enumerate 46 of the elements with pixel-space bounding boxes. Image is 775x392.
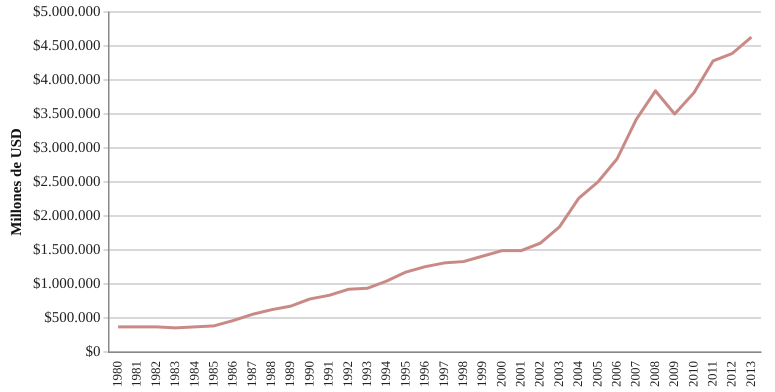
y-tick-label: $3.500.000 <box>33 106 100 122</box>
x-tick-label: 1994 <box>378 360 394 387</box>
x-tick-label: 2010 <box>685 361 700 387</box>
y-tick-label: $4.000.000 <box>33 72 100 88</box>
x-tick-label: 1996 <box>416 360 432 387</box>
x-tick-label: 1995 <box>397 361 412 387</box>
y-axis-title: Millones de USD <box>8 128 25 236</box>
x-tick-label: 2003 <box>550 361 566 387</box>
x-tick-label: 2012 <box>724 361 739 387</box>
x-tick-label: 1998 <box>454 361 470 387</box>
x-tick-label: 1990 <box>301 361 316 387</box>
x-tick-label: 2007 <box>628 360 643 387</box>
x-tick-label: 1992 <box>340 361 355 387</box>
x-tick-label: 2008 <box>646 361 662 387</box>
x-tick-label: 1984 <box>186 360 202 387</box>
y-tick-label: $4.500.000 <box>33 38 100 54</box>
x-tick-label: 2009 <box>666 361 682 387</box>
x-tick-label: 2005 <box>589 361 604 387</box>
x-tick-label: 1987 <box>244 360 259 387</box>
y-tick-label: $1.000.000 <box>33 276 100 292</box>
x-tick-label: 1983 <box>167 361 182 387</box>
x-tick-label: 1989 <box>282 361 298 387</box>
x-tick-label: 1986 <box>224 360 240 387</box>
y-tick-label: $2.500.000 <box>33 174 100 190</box>
y-tick-label: $500.000 <box>44 310 100 326</box>
y-tick-label: $5.000.000 <box>33 4 100 20</box>
x-tick-label: 1993 <box>359 361 374 387</box>
y-tick-label: $0 <box>86 344 100 360</box>
x-tick-label: 1999 <box>474 361 490 387</box>
x-tick-label: 1985 <box>205 361 220 387</box>
x-tick-label: 2002 <box>532 361 547 387</box>
y-tick-label: $3.000.000 <box>33 140 100 156</box>
x-tick-label: 2001 <box>512 361 528 387</box>
y-tick-label: $2.000.000 <box>33 208 100 224</box>
x-tick-label: 1982 <box>148 361 163 387</box>
x-tick-label: 1997 <box>436 360 451 387</box>
x-tick-label: 1980 <box>110 361 125 387</box>
x-tick-label: 2011 <box>704 361 720 387</box>
x-tick-label: 1988 <box>263 361 278 387</box>
x-tick-label: 1981 <box>128 361 144 387</box>
y-tick-label: $1.500.000 <box>33 242 100 258</box>
x-tick-label: 1991 <box>320 361 336 387</box>
x-tick-label: 2000 <box>493 361 508 387</box>
x-tick-label: 2006 <box>608 360 624 387</box>
x-tick-label: 2013 <box>742 361 758 387</box>
x-tick-label: 2004 <box>570 360 586 387</box>
